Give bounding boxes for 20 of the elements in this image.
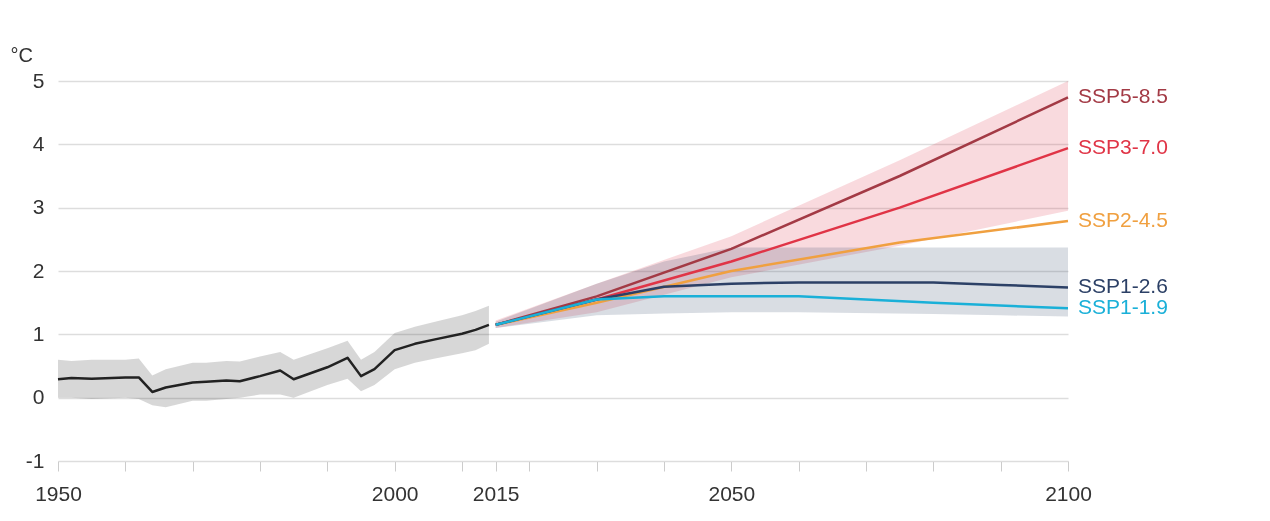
x-tick-label: 2000 [371,481,419,505]
series-label: SSP3-7.0 [1078,135,1168,159]
series-label: SSP1-1.9 [1078,295,1168,319]
y-tick-label: 1 [32,321,45,345]
x-tick-label: 2015 [472,481,520,505]
y-tick-label: 4 [32,131,45,155]
series-label: SSP1-2.6 [1078,274,1168,298]
line-series [494,295,1070,327]
y-axis-title: °C [10,43,33,66]
series-label: SSP2-4.5 [1078,207,1168,231]
x-tick-label: 2100 [1045,481,1092,505]
y-tick-label: 5 [32,68,45,92]
series-label: SSP5-8.5 [1078,84,1168,108]
y-tick-label: -1 [25,448,45,472]
x-tick-label: 2050 [708,481,756,505]
line-series [56,323,491,394]
y-tick-label: 0 [32,385,45,409]
y-tick-label: 2 [32,258,45,282]
y-tick-label: 3 [32,195,45,219]
x-tick-label: 1950 [35,481,82,505]
